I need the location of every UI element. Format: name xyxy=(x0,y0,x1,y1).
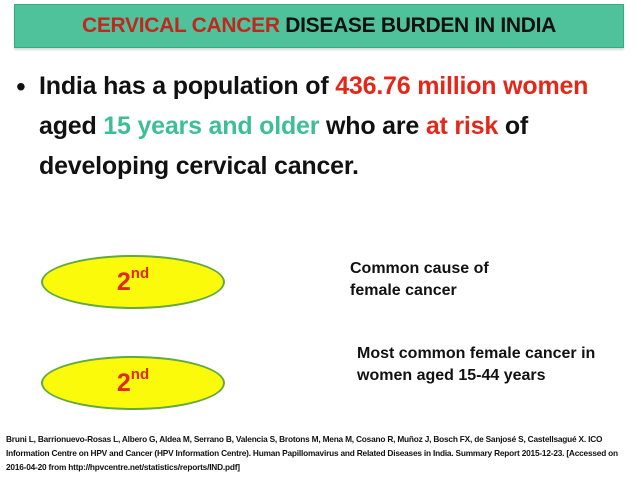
rank-2: 2nd xyxy=(116,365,150,398)
rank-2-description: Most common female cancer in women aged … xyxy=(357,345,596,384)
rank-1-number: 2 xyxy=(116,267,131,296)
bullet-text-part3: who are xyxy=(319,112,426,140)
title-highlight: CERVICAL CANCER xyxy=(81,14,280,37)
title-rest-text: DISEASE BURDEN IN INDIA xyxy=(285,14,557,37)
bullet-text-part4: of developing cervical cancer. xyxy=(39,112,529,180)
rank-2-suffix: nd xyxy=(130,365,150,383)
rank-oval-2: 2nd xyxy=(41,356,225,410)
bullet-text-part2: aged xyxy=(39,112,104,140)
rank-1-suffix: nd xyxy=(130,264,150,282)
rank-1-description: Common cause of female cancer xyxy=(350,260,489,299)
bullet-text-part1: India has a population of xyxy=(39,72,336,100)
rank-2-number: 2 xyxy=(116,368,131,397)
bullet-text: India has a population of 436.76 million… xyxy=(39,66,628,186)
age-group: 15 years and older xyxy=(103,112,320,140)
rank-oval-1: 2nd xyxy=(41,255,225,309)
bullet-marker: • xyxy=(16,71,26,102)
rank-1: 2nd xyxy=(116,264,150,297)
title-banner: CERVICAL CANCER DISEASE BURDEN IN INDIA xyxy=(14,4,624,48)
women-word: women xyxy=(503,72,589,100)
population-figure: 436.76 million xyxy=(335,72,497,100)
risk-phrase: at risk xyxy=(425,112,499,140)
bullet-point: • India has a population of 436.76 milli… xyxy=(16,66,628,186)
title-rest: DISEASE BURDEN IN INDIA xyxy=(280,14,556,38)
citation: Bruni L, Barrionuevo-Rosas L, Albero G, … xyxy=(6,434,618,472)
